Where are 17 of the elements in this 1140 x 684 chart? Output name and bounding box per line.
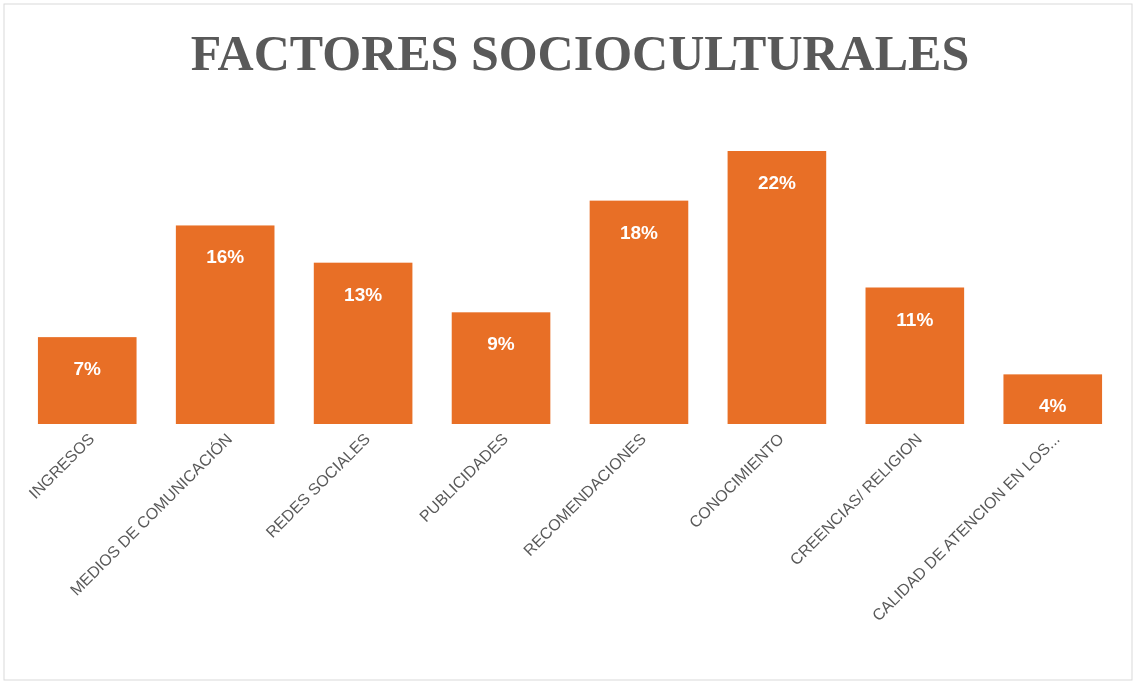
bar [865,287,965,424]
bar [1003,374,1103,424]
bar [727,151,827,424]
bar [451,312,551,424]
data-label: 4% [1039,395,1067,417]
data-label: 16% [206,246,245,268]
data-label: 18% [619,221,659,243]
bar [313,262,413,424]
chart-title: FACTORES SOCIOCULTURALES [190,25,970,81]
data-label: 9% [487,333,515,355]
bar [37,337,137,424]
data-label: 7% [73,358,102,380]
data-label: 13% [344,283,383,305]
data-label: 22% [757,172,797,193]
data-label: 11% [896,308,934,330]
bar [589,200,689,424]
bar [175,225,275,424]
